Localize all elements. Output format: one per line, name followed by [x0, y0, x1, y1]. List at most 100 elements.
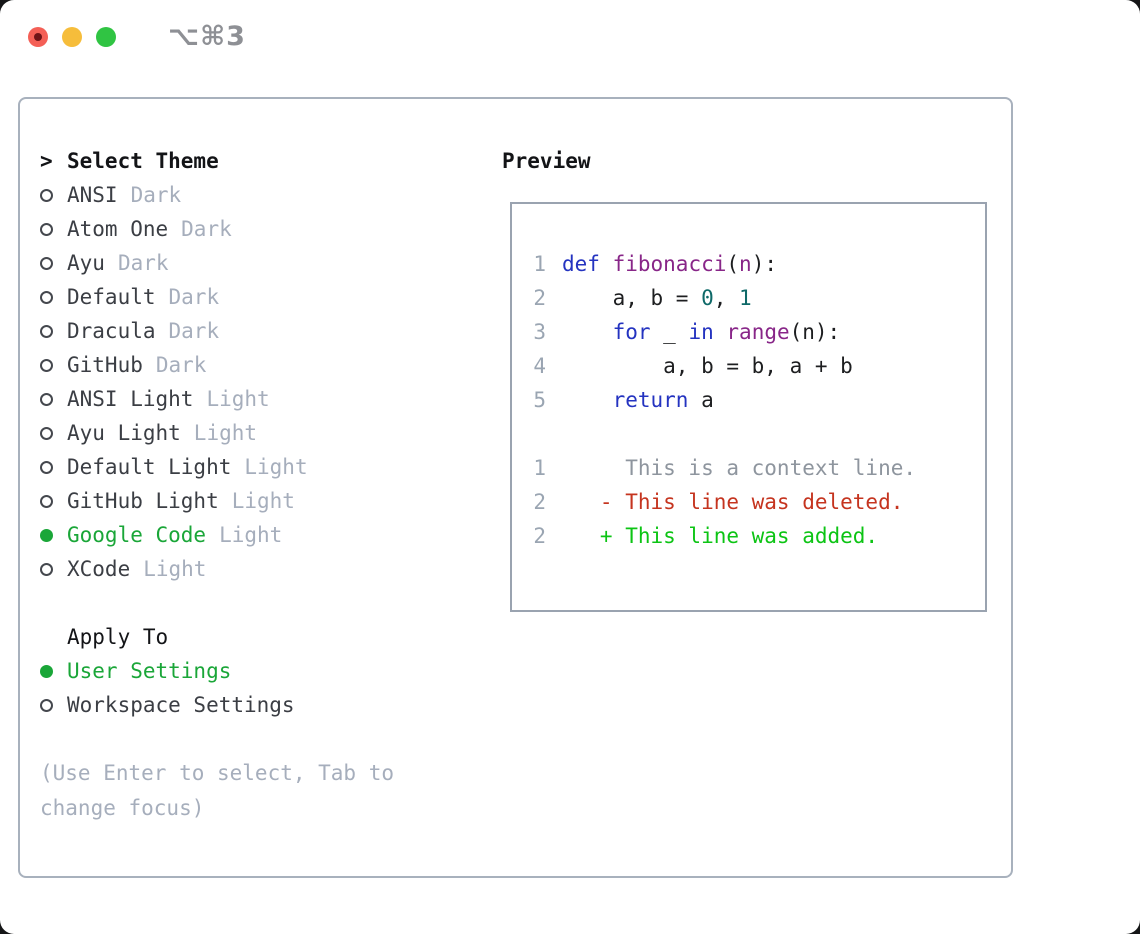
theme-option[interactable]: GitHub Light Light — [40, 484, 480, 518]
theme-variant: Light — [231, 489, 295, 513]
code-token: (n): — [789, 320, 841, 344]
line-number: 1 — [533, 456, 546, 480]
code-token: in — [688, 320, 714, 344]
code-token: 0 — [701, 286, 714, 310]
marker-gutter — [40, 426, 67, 440]
line-content: a, b = 0, 1 — [562, 281, 752, 315]
marker-gutter — [40, 528, 67, 542]
theme-variant: Dark — [168, 285, 220, 309]
radio-icon — [40, 256, 53, 270]
theme-variant: Light — [219, 523, 283, 547]
radio-icon — [40, 290, 53, 304]
code-token: ): — [751, 252, 777, 276]
theme-option[interactable]: Ayu Light Light — [40, 416, 480, 450]
theme-name: XCode — [67, 557, 131, 581]
theme-option[interactable]: Atom One Dark — [40, 212, 480, 246]
theme-variant: Dark — [155, 353, 207, 377]
radio-icon — [40, 494, 53, 508]
code-token — [600, 252, 613, 276]
radio-icon — [40, 562, 53, 576]
theme-name: GitHub Light — [67, 489, 219, 513]
line-number: 5 — [533, 388, 546, 412]
theme-variant: Light — [143, 557, 207, 581]
blank-line — [518, 417, 985, 451]
line-content: for _ in range(n): — [562, 315, 841, 349]
theme-option[interactable]: GitHub Dark — [40, 348, 480, 382]
theme-name: ANSI — [67, 183, 118, 207]
code-token — [714, 320, 727, 344]
marker-gutter — [40, 188, 67, 202]
marker-gutter — [40, 324, 67, 338]
line-number: 2 — [533, 490, 546, 514]
radio-icon — [40, 664, 53, 678]
line-number: 1 — [533, 252, 546, 276]
theme-option[interactable]: Default Dark — [40, 280, 480, 314]
zoom-button[interactable] — [96, 27, 116, 47]
line-content: - This line was deleted. — [562, 490, 904, 514]
preview-line: 1 def fibonacci(n): — [518, 247, 985, 281]
theme-name: Google Code — [67, 523, 207, 547]
theme-variant: Dark — [130, 183, 182, 207]
theme-name: Dracula — [67, 319, 156, 343]
theme-option[interactable]: XCode Light — [40, 552, 480, 586]
marker-gutter — [40, 494, 67, 508]
apply-to-list: User Settings Workspace Settings — [40, 654, 480, 722]
hint-text: (Use Enter to select, Tab to change focu… — [40, 761, 395, 820]
apply-to-header: Apply To — [40, 620, 480, 654]
radio-icon — [40, 358, 53, 372]
theme-option[interactable]: Google Code Light — [40, 518, 480, 552]
theme-selector-panel: > Select Theme ANSI Dark Atom One Dark A… — [18, 97, 1013, 878]
preview-line: 5 return a — [518, 383, 985, 417]
theme-name: Default Light — [67, 455, 232, 479]
theme-name: Ayu Light — [67, 421, 181, 445]
code-token: return — [612, 388, 689, 412]
apply-to-option[interactable]: Workspace Settings — [40, 688, 480, 722]
radio-icon — [40, 460, 53, 474]
apply-to-name: Workspace Settings — [67, 693, 295, 717]
theme-option[interactable]: ANSI Light Light — [40, 382, 480, 416]
marker-gutter — [40, 290, 67, 304]
diff-preview: 1 This is a context line. 2 - This line … — [518, 451, 985, 553]
preview-line: 2 a, b = 0, 1 — [518, 281, 985, 315]
theme-option[interactable]: Default Light Light — [40, 450, 480, 484]
code-token: n — [739, 252, 752, 276]
line-content: a, b = b, a + b — [562, 349, 853, 383]
code-token: fibonacci — [612, 252, 727, 276]
marker-gutter — [40, 664, 67, 678]
theme-variant: Light — [206, 387, 270, 411]
radio-icon — [40, 528, 53, 542]
code-token: ( — [726, 252, 740, 276]
traffic-lights — [28, 27, 116, 47]
marker-gutter — [40, 222, 67, 236]
line-number: 4 — [533, 354, 546, 378]
marker-gutter — [40, 460, 67, 474]
close-button[interactable] — [28, 27, 48, 47]
radio-icon — [40, 698, 53, 712]
theme-name: GitHub — [67, 353, 143, 377]
theme-option[interactable]: Ayu Dark — [40, 246, 480, 280]
theme-name: Ayu — [67, 251, 105, 275]
line-content: return a — [562, 383, 714, 417]
prompt-caret: > — [40, 149, 53, 173]
code-token: a, b = — [562, 286, 702, 310]
code-token: def — [562, 252, 600, 276]
radio-icon — [40, 222, 53, 236]
apply-to-label: Apply To — [67, 625, 169, 649]
select-theme-label: Select Theme — [67, 149, 219, 173]
apply-to-name: User Settings — [67, 659, 232, 683]
spacer — [40, 586, 480, 620]
code-preview: 1 def fibonacci(n): 2 a, b = 0, 1 3 for … — [518, 247, 985, 417]
marker-gutter — [40, 698, 67, 712]
code-token: _ — [650, 320, 689, 344]
theme-option[interactable]: ANSI Dark — [40, 178, 480, 212]
apply-to-option[interactable]: User Settings — [40, 654, 480, 688]
theme-option[interactable]: Dracula Dark — [40, 314, 480, 348]
code-token: , — [713, 286, 740, 310]
theme-variant: Dark — [168, 319, 220, 343]
line-content: def fibonacci(n): — [562, 247, 777, 281]
radio-icon — [40, 426, 53, 440]
minimize-button[interactable] — [62, 27, 82, 47]
theme-name: Atom One — [67, 217, 169, 241]
theme-name: ANSI Light — [67, 387, 194, 411]
preview-line: 2 + This line was added. — [518, 519, 985, 553]
